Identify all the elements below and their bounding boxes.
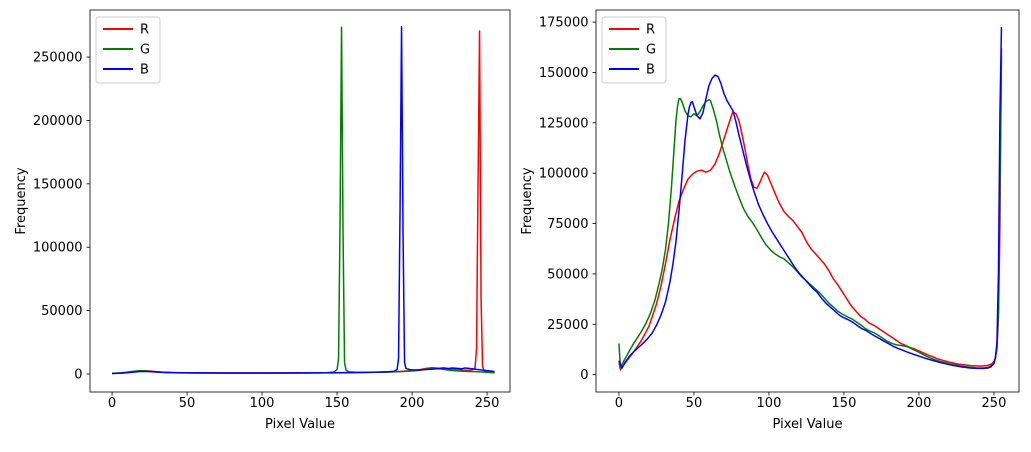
x-axis-ticks: 0 50 100 150 200 250 (108, 392, 500, 411)
left-y-axis-label: Frequency (14, 167, 29, 234)
subplot-right-histogram: 0 50 100 150 200 250 0 25000 50000 75000 100000 125… (539, 9, 1020, 411)
y-tick-label: 0 (74, 367, 82, 382)
legend-entry-R: R (103, 23, 149, 38)
series-line-G (111, 26, 495, 375)
y-axis-ticks: 0 25000 50000 75000 100000 125000 150000 175000 (539, 16, 596, 383)
x-axis-ticks: 0 50 100 150 200 250 (615, 392, 1007, 411)
series-line-B (112, 25, 495, 375)
y-tick-label: 100000 (33, 241, 83, 256)
legend: RGB (95, 16, 161, 84)
y-tick-label: 0 (580, 368, 588, 383)
y-tick-label: 75000 (547, 217, 588, 232)
y-tick-label: 250000 (33, 51, 83, 66)
y-axis-ticks: 0 50000 100000 150000 200000 250000 (33, 51, 90, 382)
y-tick-label: 100000 (539, 167, 589, 182)
x-tick-label: 0 (615, 396, 623, 411)
series-lines (618, 27, 1003, 371)
x-tick-label: 150 (832, 396, 857, 411)
x-tick-label: 250 (982, 396, 1007, 411)
legend-entry-G: G (609, 43, 656, 58)
legend-label: B (140, 63, 149, 78)
legend-label: B (646, 63, 655, 78)
series-line-B (618, 27, 1003, 370)
legend-entry-G: G (103, 43, 150, 58)
x-tick-label: 250 (475, 396, 500, 411)
x-tick-label: 150 (325, 396, 350, 411)
y-tick-label: 50000 (41, 304, 82, 319)
left-x-axis-label: Pixel Value (265, 417, 335, 432)
x-tick-label: 100 (250, 396, 275, 411)
x-tick-label: 100 (757, 396, 782, 411)
right-y-axis-label: Frequency (520, 167, 535, 234)
series-line-R (112, 30, 495, 375)
legend-label: G (646, 43, 656, 58)
x-tick-label: 50 (179, 396, 196, 411)
series-lines (111, 25, 495, 375)
x-tick-label: 200 (907, 396, 932, 411)
legend-entry-B: B (103, 63, 149, 78)
series-line-R (618, 48, 1003, 371)
axes-spines (595, 9, 1020, 393)
subplot-left-histogram: 0 50 100 150 200 250 0 50000 100000 150000 200000 2… (33, 9, 511, 411)
legend-label: R (140, 23, 149, 38)
y-tick-label: 150000 (539, 66, 589, 81)
y-tick-label: 50000 (547, 267, 588, 282)
y-tick-label: 175000 (539, 16, 589, 31)
legend: RGB (601, 16, 667, 84)
right-x-axis-label: Pixel Value (773, 417, 843, 432)
y-tick-label: 25000 (547, 318, 588, 333)
legend-entry-R: R (609, 23, 655, 38)
y-tick-label: 150000 (33, 177, 83, 192)
y-tick-label: 200000 (33, 114, 83, 129)
generated-plots: 0 50 100 150 200 250 0 50000 100000 150000 200000 2… (33, 9, 1020, 411)
legend-label: G (140, 43, 150, 58)
x-tick-label: 50 (686, 396, 703, 411)
axes-spines (89, 9, 511, 393)
x-tick-label: 0 (108, 396, 116, 411)
y-tick-label: 125000 (539, 116, 589, 131)
legend-entry-B: B (609, 63, 655, 78)
series-line-G (618, 56, 1003, 369)
x-tick-label: 200 (400, 396, 425, 411)
legend-label: R (646, 23, 655, 38)
